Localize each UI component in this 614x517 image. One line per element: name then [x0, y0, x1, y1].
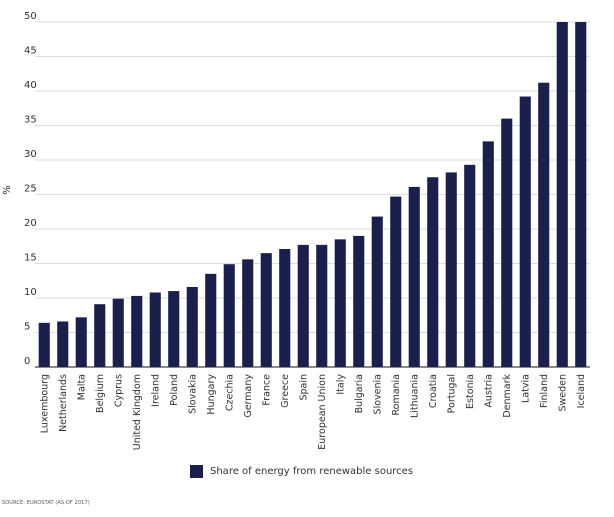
x-tick-label: Cyprus — [113, 374, 124, 407]
x-tick-label: Bulgaria — [354, 374, 365, 413]
x-tick-label: Luxembourg — [39, 374, 50, 433]
y-tick-label: 20 — [24, 218, 37, 229]
x-tick-label: Spain — [298, 374, 309, 401]
bar-finland — [538, 82, 550, 367]
bar-cyprus — [112, 298, 124, 367]
bar-romania — [390, 196, 402, 367]
x-tick-label: Italy — [335, 374, 346, 395]
y-tick-label: 40 — [24, 80, 37, 91]
y-tick-label: 10 — [24, 287, 37, 298]
y-tick-label: 15 — [24, 253, 37, 264]
bar-france — [260, 253, 272, 367]
x-tick-label: Germany — [243, 374, 254, 418]
y-tick-label: 30 — [24, 149, 37, 160]
bar-spain — [297, 244, 309, 367]
y-axis-label: % — [2, 185, 13, 195]
x-tick-label: Romania — [391, 374, 402, 416]
bar-denmark — [501, 118, 513, 367]
x-tick-label: Greece — [280, 374, 291, 408]
bar-slovakia — [186, 286, 198, 367]
x-tick-label: Iceland — [576, 374, 587, 408]
x-tick-label: Ireland — [150, 374, 161, 407]
bar-belgium — [94, 304, 106, 367]
bar-poland — [168, 291, 180, 367]
source-note: SOURCE: EUROSTAT (AS OF 2017) — [2, 500, 90, 506]
x-tick-label: Austria — [483, 374, 494, 408]
y-tick-label: 5 — [24, 322, 30, 333]
x-tick-label: Latvia — [520, 374, 531, 403]
y-tick-label: 45 — [24, 46, 37, 57]
x-tick-label: Sweden — [557, 374, 568, 412]
bar-greece — [279, 249, 291, 367]
y-tick-label: 25 — [24, 184, 37, 195]
bar-germany — [242, 259, 254, 367]
x-tick-label: Croatia — [428, 374, 439, 408]
bar-bulgaria — [353, 235, 365, 367]
bar-ireland — [149, 292, 161, 367]
bar-iceland — [575, 22, 587, 367]
x-tick-label: Malta — [76, 374, 87, 400]
x-tick-label: European Union — [317, 374, 328, 450]
bar-estonia — [464, 164, 476, 367]
x-tick-label: Poland — [169, 374, 180, 406]
x-tick-label: United Kingdom — [132, 374, 143, 450]
x-tick-label: Slovenia — [372, 374, 383, 414]
legend-label: Share of energy from renewable sources — [210, 466, 414, 477]
y-tick-label: 50 — [24, 11, 37, 22]
legend: Share of energy from renewable sources — [190, 465, 413, 478]
bar-sweden — [556, 22, 568, 367]
bar-hungary — [205, 273, 217, 367]
bar-croatia — [427, 177, 439, 367]
x-tick-label: France — [261, 374, 272, 406]
bar-austria — [482, 141, 494, 367]
bar-czechia — [223, 264, 235, 367]
x-tick-label: Lithuania — [409, 374, 420, 418]
bar-european-union — [316, 244, 328, 367]
bar-latvia — [519, 96, 531, 368]
x-tick-label: Finland — [539, 374, 550, 408]
x-tick-label: Slovakia — [187, 374, 198, 414]
bar-portugal — [445, 172, 457, 367]
x-tick-label: Netherlands — [58, 374, 69, 432]
x-axis-ticks: Luxembourg Netherlands Malta Belgium Cyprus U… — [39, 374, 587, 451]
bar-lithuania — [408, 186, 420, 367]
x-tick-label: Belgium — [95, 374, 106, 413]
bar-malta — [75, 317, 87, 367]
bars — [38, 22, 587, 368]
bar-united-kingdom — [131, 295, 143, 367]
bar-luxembourg — [38, 322, 50, 367]
y-tick-label: 35 — [24, 115, 37, 126]
legend-swatch — [190, 465, 203, 478]
x-tick-label: Estonia — [465, 374, 476, 409]
y-tick-label: 0 — [24, 356, 30, 367]
y-axis-ticks: 0 5 10 15 20 25 30 35 40 45 50 — [24, 11, 37, 367]
x-tick-label: Czechia — [224, 374, 235, 411]
x-tick-label: Hungary — [206, 374, 217, 415]
x-tick-label: Denmark — [502, 374, 513, 418]
bar-italy — [334, 239, 346, 367]
gridlines — [35, 21, 590, 368]
bar-slovenia — [371, 216, 383, 367]
bar-netherlands — [57, 321, 69, 367]
x-tick-label: Portugal — [446, 374, 457, 413]
